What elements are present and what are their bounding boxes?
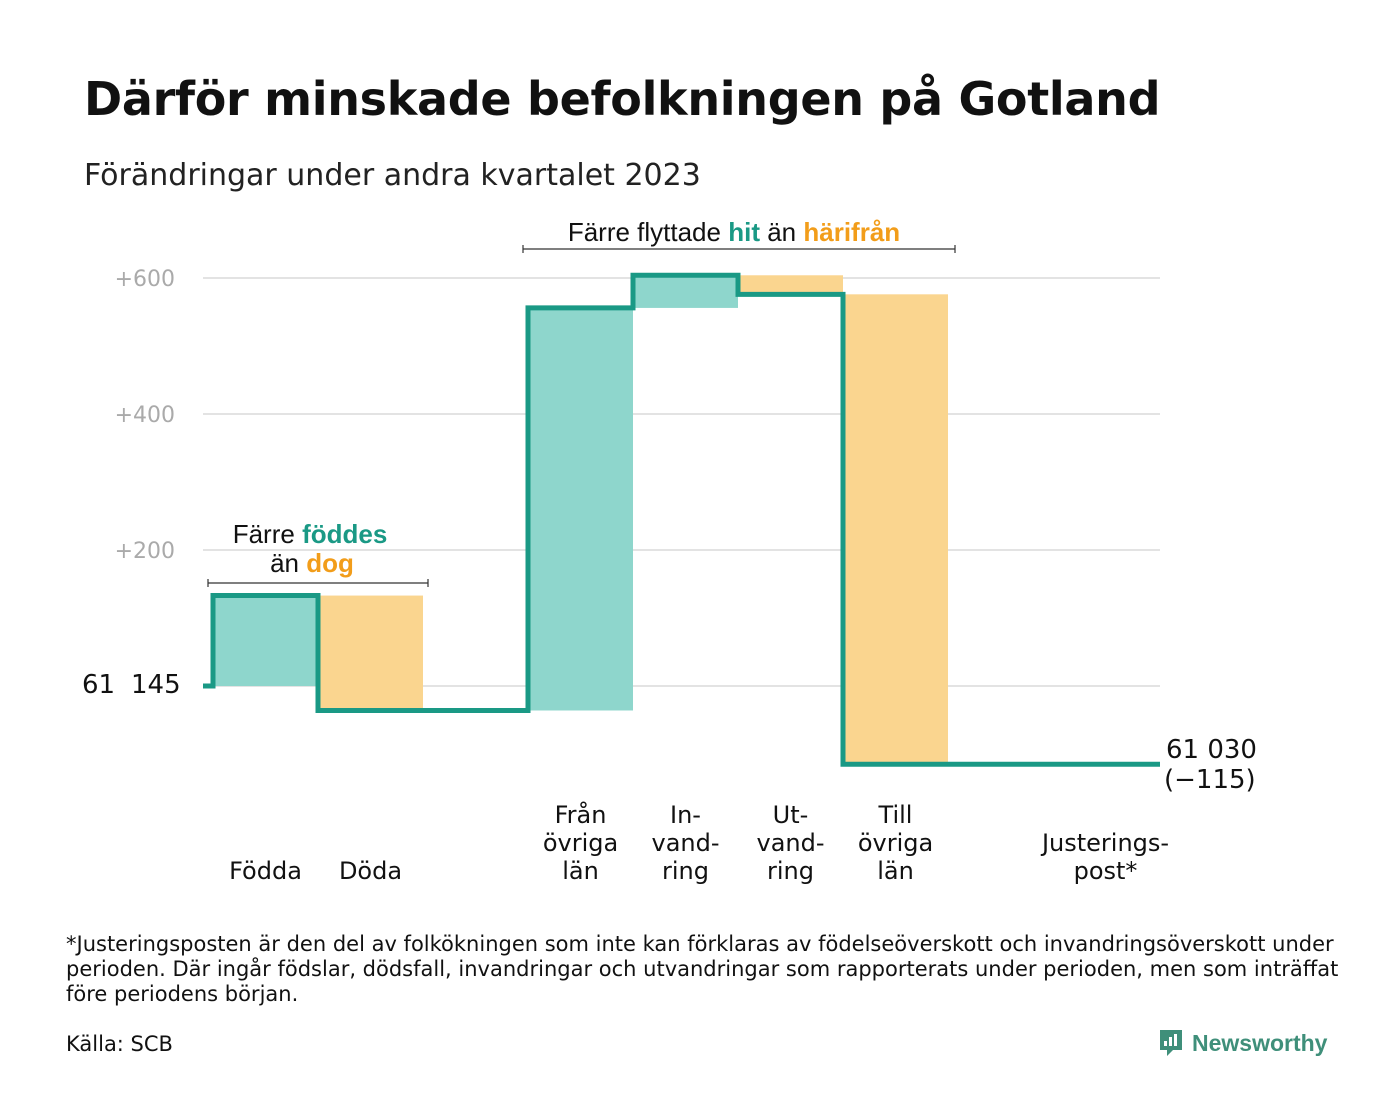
category-label: Födda <box>229 857 302 885</box>
category-label: Ut- <box>773 801 809 829</box>
start-value-part1: 61 <box>82 670 115 700</box>
annotation-moves-text: Färre flyttade hit än härifrån <box>568 217 900 247</box>
category-label: vand- <box>756 829 824 857</box>
brand-name: Newsworthy <box>1192 1029 1328 1056</box>
chart-title: Därför minskade befolkningen på Gotland <box>84 72 1161 126</box>
start-value-part2: 145 <box>131 670 181 700</box>
end-value-label: 61 030 (−115) <box>1164 735 1257 795</box>
category-label: Från <box>555 800 607 829</box>
newsworthy-logo-icon <box>1160 1030 1182 1056</box>
start-value-label: 61 145 <box>82 670 181 700</box>
bar <box>738 275 843 295</box>
y-tick-label: +600 <box>115 267 175 292</box>
category-label: län <box>562 857 599 885</box>
footnote: *Justeringsposten är den del av folkökni… <box>66 932 1339 1006</box>
annotation-births-line1: Färre föddes <box>233 519 388 549</box>
category-label: ring <box>662 857 709 885</box>
chart-subtitle: Förändringar under andra kvartalet 2023 <box>84 158 701 193</box>
category-label: övriga <box>858 829 933 857</box>
category-label: Justerings- <box>1040 829 1169 857</box>
end-change: (−115) <box>1164 765 1256 795</box>
category-label: In- <box>670 801 701 829</box>
bar <box>633 275 738 308</box>
bar <box>528 307 633 711</box>
category-label: ring <box>767 857 814 885</box>
source-label: Källa: SCB <box>66 1032 173 1056</box>
brand: Newsworthy <box>1158 1028 1327 1058</box>
bar <box>843 294 948 765</box>
cumulative-line-path <box>203 272 1160 767</box>
category-label: övriga <box>543 829 618 857</box>
category-label: Till <box>878 801 913 829</box>
category-label: län <box>877 857 914 885</box>
y-tick-label: +400 <box>115 403 175 428</box>
end-value: 61 030 <box>1166 735 1257 765</box>
annotation-moves: Färre flyttade hit än härifrån <box>522 217 956 253</box>
bar <box>213 595 318 686</box>
category-label: vand- <box>651 829 719 857</box>
y-tick-label: +200 <box>115 539 175 564</box>
category-label: Döda <box>339 857 402 885</box>
category-label: post* <box>1074 857 1138 885</box>
annotation-births: Färre föddes än dog <box>207 519 429 587</box>
bar <box>318 595 423 711</box>
bars <box>213 275 948 765</box>
annotation-births-line2: än dog <box>270 548 354 578</box>
cumulative-line <box>203 272 1160 767</box>
